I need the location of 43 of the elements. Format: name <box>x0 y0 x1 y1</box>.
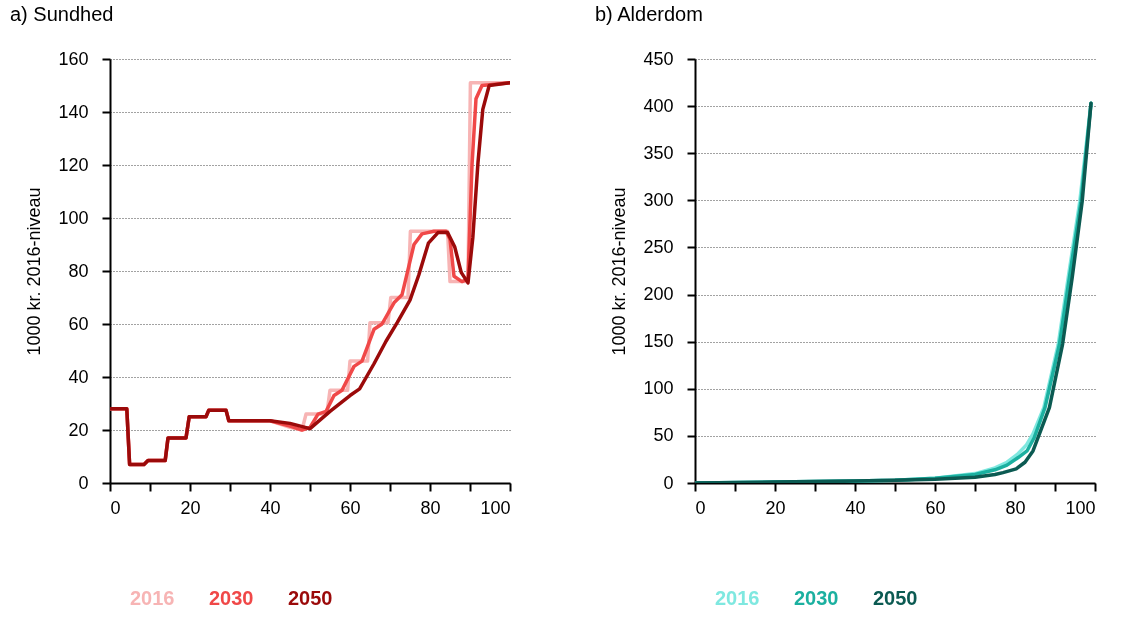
x-tick-label: 40 <box>260 497 281 518</box>
y-axis-title: 1000 kr. 2016-niveau <box>609 187 630 356</box>
y-tick-label: 300 <box>643 189 674 210</box>
y-tick-label: 100 <box>643 378 674 399</box>
x-tick-label: 40 <box>845 497 866 518</box>
x-tick-label: 100 <box>480 497 511 518</box>
line-series <box>695 101 1093 483</box>
y-tick-label: 80 <box>68 260 89 281</box>
x-tick-label: 0 <box>695 497 706 518</box>
chart-title: b) Alderdom <box>595 3 703 25</box>
x-tick-label: 60 <box>925 497 946 518</box>
y-tick-label: 140 <box>58 101 89 122</box>
line-series <box>110 81 510 467</box>
text: 2050 <box>288 587 333 609</box>
text: 2016 <box>130 587 175 609</box>
y-tick-label: 50 <box>653 425 674 446</box>
y-tick-label: 120 <box>58 154 89 175</box>
x-tick-label: 100 <box>1065 497 1096 518</box>
y-tick-label: 250 <box>643 236 674 257</box>
x-tick-label: 20 <box>765 497 786 518</box>
y-tick-label: 20 <box>68 419 89 440</box>
y-tick-label: 350 <box>643 142 674 163</box>
y-tick-label: 200 <box>643 284 674 305</box>
y-tick-label: 40 <box>68 366 89 387</box>
text: 2050 <box>873 587 918 609</box>
chart-title: a) Sundhed <box>10 3 114 25</box>
text: 2016 <box>715 587 760 609</box>
y-tick-label: 0 <box>663 472 674 493</box>
text: 2030 <box>209 587 254 609</box>
y-tick-label: 400 <box>643 95 674 116</box>
x-tick-label: 0 <box>110 497 121 518</box>
y-axis-title: 1000 kr. 2016-niveau <box>24 187 45 356</box>
x-tick-label: 80 <box>1005 497 1026 518</box>
y-tick-label: 100 <box>58 207 89 228</box>
y-tick-label: 160 <box>58 48 89 69</box>
y-tick-label: 60 <box>68 313 89 334</box>
x-tick-label: 60 <box>340 497 361 518</box>
y-tick-label: 150 <box>643 331 674 352</box>
y-tick-label: 450 <box>643 48 674 69</box>
x-tick-label: 80 <box>420 497 441 518</box>
text: 2030 <box>794 587 839 609</box>
y-tick-label: 0 <box>78 472 89 493</box>
x-tick-label: 20 <box>180 497 201 518</box>
